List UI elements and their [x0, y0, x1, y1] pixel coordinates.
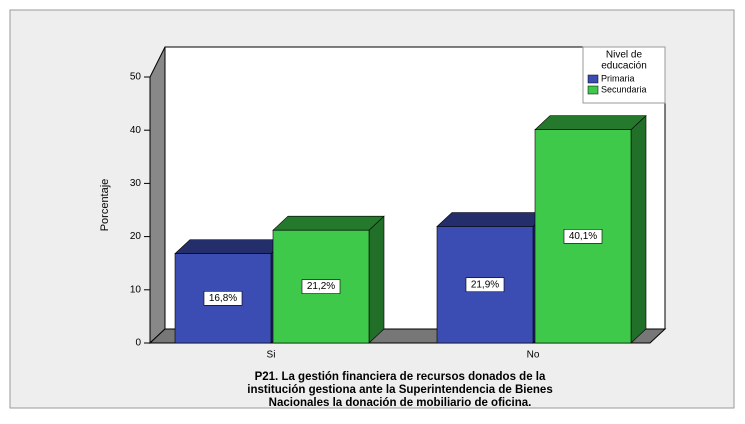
bar-top: [534, 115, 647, 130]
bar-side: [630, 114, 647, 344]
legend-swatch: [587, 74, 599, 84]
x-axis-label: P21. La gestión financiera de recursos d…: [255, 371, 546, 383]
bar-side: [368, 215, 385, 344]
y-tick-label: 0: [135, 338, 141, 349]
legend-title: Nivel de: [606, 50, 643, 61]
legend-swatch: [587, 85, 599, 95]
value-label: 21,9%: [471, 279, 499, 290]
value-label: 21,2%: [307, 281, 335, 292]
bar-top: [436, 212, 549, 227]
side-wall: [149, 46, 166, 345]
x-tick-label: Si: [267, 350, 276, 361]
value-label: 16,8%: [209, 293, 237, 304]
y-tick-label: 30: [130, 178, 142, 189]
value-label-box: [563, 229, 603, 244]
x-axis-label: Nacionales la donación de mobiliario de …: [269, 397, 532, 409]
y-tick-label: 40: [130, 125, 142, 136]
bar-top: [174, 239, 287, 254]
value-label-box: [301, 279, 341, 294]
legend-title: educación: [601, 61, 647, 72]
legend-label: Primaria: [601, 73, 635, 83]
x-tick-label: No: [527, 350, 540, 361]
y-tick-label: 20: [130, 231, 142, 242]
legend-label: Secundaria: [601, 84, 647, 94]
value-label: 40,1%: [569, 231, 597, 242]
x-axis-label: institución gestiona ante la Superintend…: [247, 384, 552, 396]
value-label-box: [465, 277, 505, 293]
y-axis-label: Porcentaje: [99, 179, 111, 232]
bar-top: [272, 215, 385, 231]
y-tick-label: 10: [130, 284, 142, 295]
y-tick-label: 50: [130, 72, 142, 83]
value-label-box: [203, 291, 243, 306]
